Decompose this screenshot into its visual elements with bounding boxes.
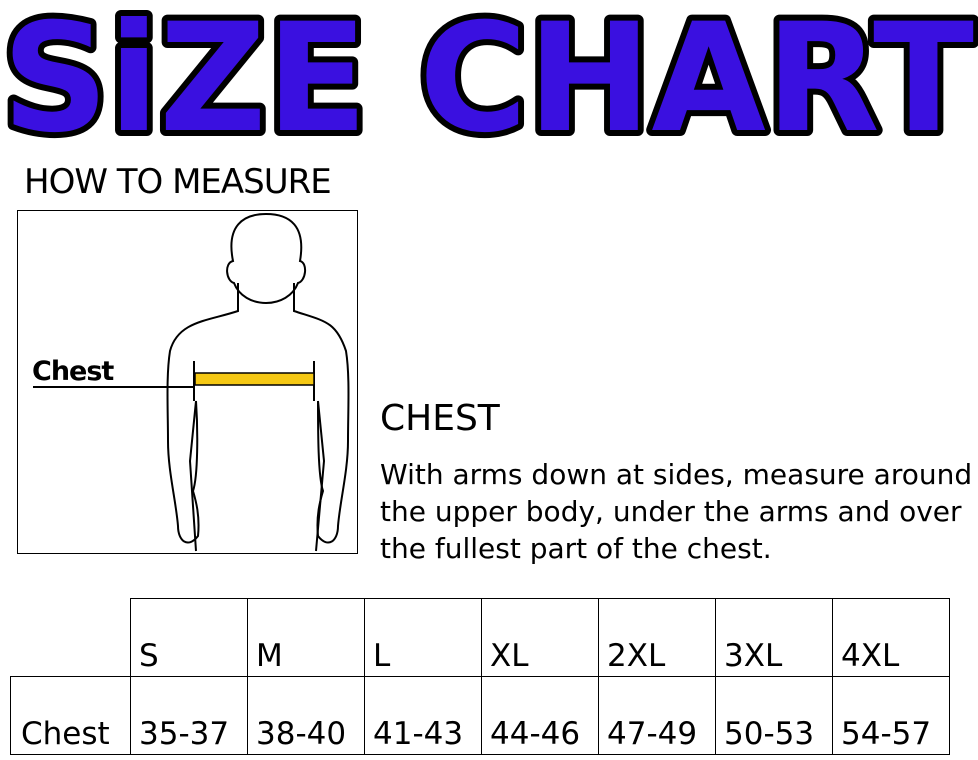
table-cell: 44-46 [481,676,599,755]
size-header: S [130,598,248,677]
size-chart-title-logo: SiZE CHART [0,0,978,150]
size-header: 4XL [832,598,950,677]
size-table: S M L XL 2XL 3XL 4XL Chest 35-37 38-40 4… [10,598,950,755]
body-outline-illustration [33,212,350,552]
size-header: M [247,598,365,677]
how-to-measure-heading: HOW TO MEASURE [24,162,332,202]
size-header: L [364,598,482,677]
table-cell: 35-37 [130,676,248,755]
table-cell: 41-43 [364,676,482,755]
size-header: 2XL [598,598,716,677]
size-header: 3XL [715,598,833,677]
size-header-row: S M L XL 2XL 3XL 4XL [10,598,950,677]
title-text: SiZE CHART [2,0,974,150]
empty-corner-cell [10,598,131,677]
table-cell: 50-53 [715,676,833,755]
measuring-tape [194,372,315,386]
table-row: Chest 35-37 38-40 41-43 44-46 47-49 50-5… [10,676,950,755]
chest-description: With arms down at sides, measure around … [380,458,973,565]
measurement-figure [17,210,358,554]
row-label: Chest [10,676,131,755]
chest-heading: CHEST [380,398,500,439]
chest-label: Chest [32,356,114,387]
table-cell: 47-49 [598,676,716,755]
table-cell: 54-57 [832,676,950,755]
size-header: XL [481,598,599,677]
table-cell: 38-40 [247,676,365,755]
